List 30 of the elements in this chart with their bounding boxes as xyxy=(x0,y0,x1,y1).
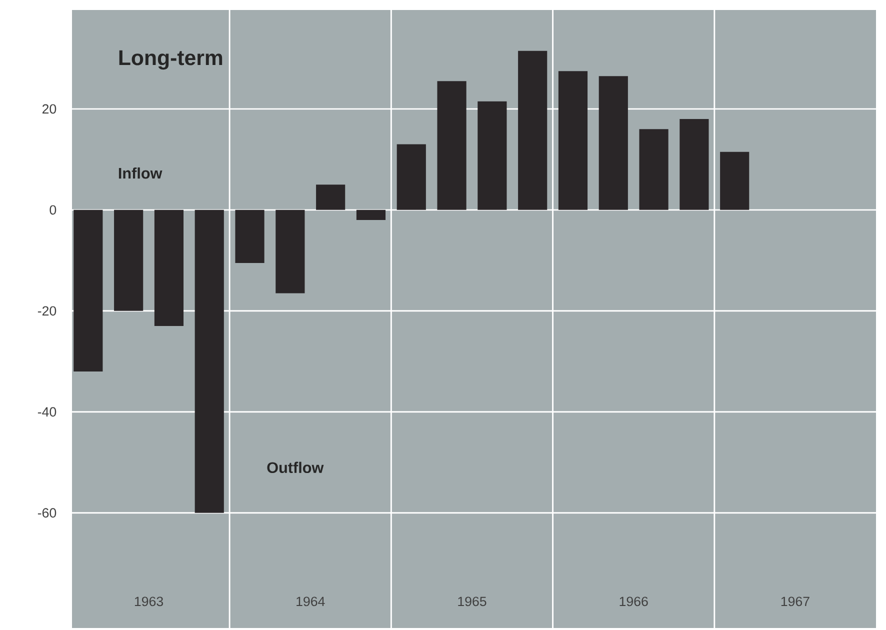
bar xyxy=(478,101,507,210)
bar xyxy=(74,210,103,372)
x-tick-label: 1967 xyxy=(781,596,810,606)
x-tick-label: 1964 xyxy=(296,596,325,606)
bar xyxy=(235,210,264,263)
y-tick-label: -40 xyxy=(38,407,56,417)
y-tick-label: -20 xyxy=(38,306,56,316)
bar xyxy=(720,152,750,210)
bar xyxy=(316,184,346,210)
x-tick-label: 1965 xyxy=(458,596,486,606)
y-tick-label: 20 xyxy=(42,104,56,114)
bar xyxy=(437,81,466,210)
bar xyxy=(194,210,224,513)
x-tick-label: 1966 xyxy=(620,596,648,606)
bar xyxy=(518,50,548,210)
x-tick-label: 1963 xyxy=(134,596,164,606)
annotation: Outflow xyxy=(267,462,324,474)
text: Long-term xyxy=(119,50,222,70)
bar xyxy=(558,71,588,210)
bar xyxy=(639,129,668,210)
bar xyxy=(396,144,426,210)
y-tick-label: 0 xyxy=(50,205,56,215)
bar xyxy=(356,210,386,220)
bar xyxy=(154,210,184,326)
bar xyxy=(680,119,709,210)
y-tick-label: -60 xyxy=(38,508,56,518)
bar xyxy=(598,76,628,210)
bar xyxy=(276,210,305,294)
annotation: Inflow xyxy=(118,167,162,179)
bar xyxy=(114,210,144,311)
